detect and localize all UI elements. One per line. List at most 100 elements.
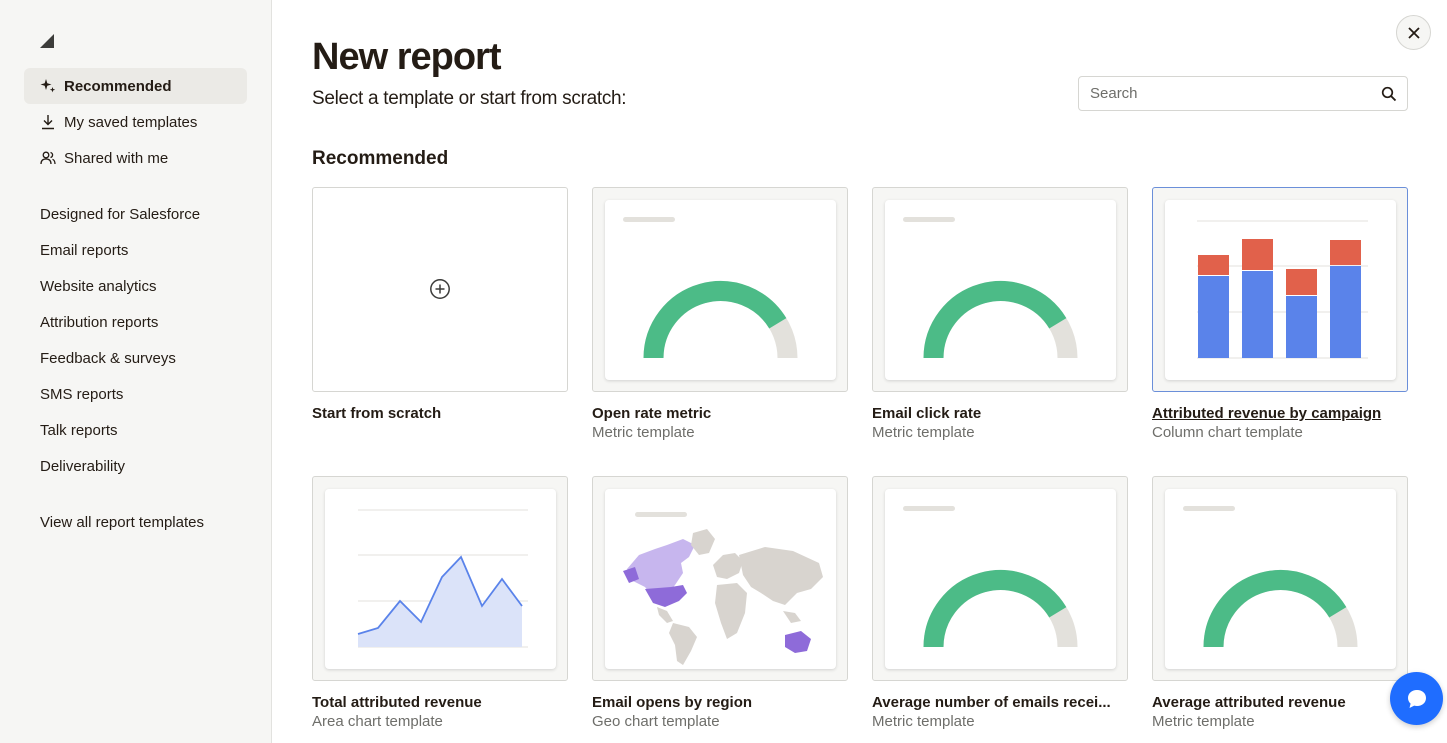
sidebar-item-deliverability[interactable]: Deliverability xyxy=(24,448,247,484)
sidebar-item-website-analytics[interactable]: Website analytics xyxy=(24,268,247,304)
card-thumbnail xyxy=(312,476,568,681)
sidebar-item-saved-templates[interactable]: My saved templates xyxy=(24,104,247,140)
gauge-preview xyxy=(605,200,836,380)
column-chart-preview xyxy=(1165,200,1396,380)
bar-segment-top xyxy=(1198,255,1229,275)
bar-segment-base xyxy=(1286,296,1317,358)
card-title: Start from scratch xyxy=(312,405,442,422)
template-card-average-number-of-emails[interactable]: Average number of emails recei... Metric… xyxy=(872,476,1128,730)
template-card-attributed-revenue-by-campaign[interactable]: Attributed revenue by campaign Column ch… xyxy=(1152,187,1408,441)
sidebar-item-label: Email reports xyxy=(40,241,129,259)
card-subtitle: Metric template xyxy=(592,424,695,441)
map-region-greenland xyxy=(691,529,715,555)
card-thumbnail xyxy=(312,187,568,392)
card-thumbnail xyxy=(592,187,848,392)
section-title: Recommended xyxy=(312,148,449,169)
bar-segment-base xyxy=(1242,271,1273,358)
sidebar-item-label: My saved templates xyxy=(64,113,198,131)
area-fill xyxy=(358,557,522,647)
add-circle-icon xyxy=(430,279,450,299)
geo-chart-preview xyxy=(605,489,836,669)
bar-segment-top xyxy=(1330,240,1361,265)
map-region-north-america xyxy=(627,539,695,603)
sidebar-item-designed-for-salesforce[interactable]: Designed for Salesforce xyxy=(24,196,247,232)
search-icon[interactable] xyxy=(1381,86,1397,102)
users-icon xyxy=(40,150,56,166)
sidebar-item-label: Shared with me xyxy=(64,149,169,167)
gauge-preview xyxy=(885,489,1116,669)
template-card-open-rate-metric[interactable]: Open rate metric Metric template xyxy=(592,187,848,441)
sidebar: Recommended My saved templates Shared wi… xyxy=(0,0,272,743)
sidebar-item-feedback-surveys[interactable]: Feedback & surveys xyxy=(24,340,247,376)
map-region-central-america xyxy=(657,607,673,623)
card-title: Email opens by region xyxy=(592,694,753,711)
sidebar-top-nav: Recommended My saved templates Shared wi… xyxy=(24,68,247,176)
sidebar-item-label: SMS reports xyxy=(40,385,124,403)
chat-button[interactable] xyxy=(1390,672,1443,725)
card-thumbnail xyxy=(872,476,1128,681)
template-card-email-click-rate[interactable]: Email click rate Metric template xyxy=(872,187,1128,441)
card-subtitle: Column chart template xyxy=(1152,424,1303,441)
sidebar-item-label: Recommended xyxy=(64,77,172,95)
template-card-total-attributed-revenue[interactable]: Total attributed revenue Area chart temp… xyxy=(312,476,568,730)
sidebar-item-label: View all report templates xyxy=(40,513,204,531)
map-region-se-asia xyxy=(783,611,801,623)
preview-label-bar xyxy=(903,506,955,511)
gauge-fill xyxy=(923,281,1067,359)
bar-segment-base xyxy=(1330,266,1361,358)
gauge-fill xyxy=(923,570,1067,648)
card-thumbnail xyxy=(1152,187,1408,392)
view-all-templates-link[interactable]: View all report templates xyxy=(24,504,247,540)
sidebar-item-talk-reports[interactable]: Talk reports xyxy=(24,412,247,448)
search-input[interactable] xyxy=(1079,77,1369,110)
map-region-south-america xyxy=(669,623,697,665)
page-title: New report xyxy=(312,36,501,78)
gauge-preview xyxy=(1165,489,1396,669)
download-icon xyxy=(40,114,56,130)
template-card-average-attributed-revenue[interactable]: Average attributed revenue Metric templa… xyxy=(1152,476,1408,730)
gauge-fill xyxy=(643,281,787,359)
card-thumbnail xyxy=(872,187,1128,392)
sparkle-icon xyxy=(40,78,56,94)
sidebar-item-sms-reports[interactable]: SMS reports xyxy=(24,376,247,412)
gauge-preview xyxy=(885,200,1116,380)
sidebar-item-attribution-reports[interactable]: Attribution reports xyxy=(24,304,247,340)
card-title: Attributed revenue by campaign xyxy=(1152,405,1382,422)
map-region-asia xyxy=(739,547,823,605)
sidebar-category-nav: Designed for Salesforce Email reports We… xyxy=(24,196,247,484)
template-card-start-from-scratch[interactable]: Start from scratch xyxy=(312,187,568,422)
sidebar-item-shared-with-me[interactable]: Shared with me xyxy=(24,140,247,176)
search-box xyxy=(1078,76,1408,111)
collapse-sidebar-icon[interactable] xyxy=(40,34,54,48)
map-region-europe xyxy=(713,553,743,579)
card-subtitle: Metric template xyxy=(872,713,975,730)
card-title: Open rate metric xyxy=(592,405,712,422)
map-region-africa xyxy=(715,583,747,639)
close-icon xyxy=(1407,26,1420,39)
card-thumbnail xyxy=(592,476,848,681)
card-title: Email click rate xyxy=(872,405,982,422)
sidebar-view-all-nav: View all report templates xyxy=(24,504,247,540)
card-title: Average attributed revenue xyxy=(1152,694,1346,711)
preview-label-bar xyxy=(635,512,687,517)
card-subtitle: Geo chart template xyxy=(592,713,720,730)
card-subtitle: Area chart template xyxy=(312,713,443,730)
sidebar-item-email-reports[interactable]: Email reports xyxy=(24,232,247,268)
sidebar-item-recommended[interactable]: Recommended xyxy=(24,68,247,104)
sidebar-item-label: Talk reports xyxy=(40,421,118,439)
preview-label-bar xyxy=(903,217,955,222)
card-title: Total attributed revenue xyxy=(312,694,482,711)
page-subtitle: Select a template or start from scratch: xyxy=(312,88,627,109)
sidebar-item-label: Feedback & surveys xyxy=(40,349,176,367)
sidebar-item-label: Website analytics xyxy=(40,277,157,295)
sidebar-item-label: Attribution reports xyxy=(40,313,159,331)
map-region-usa xyxy=(645,585,687,607)
template-card-email-opens-by-region[interactable]: Email opens by region Geo chart template xyxy=(592,476,848,730)
preview-label-bar xyxy=(1183,506,1235,511)
close-button[interactable] xyxy=(1396,15,1431,50)
bar-segment-top xyxy=(1286,269,1317,295)
sidebar-item-label: Deliverability xyxy=(40,457,126,475)
map-region-alaska xyxy=(623,567,639,583)
preview-label-bar xyxy=(623,217,675,222)
map-region-australia xyxy=(785,631,811,653)
